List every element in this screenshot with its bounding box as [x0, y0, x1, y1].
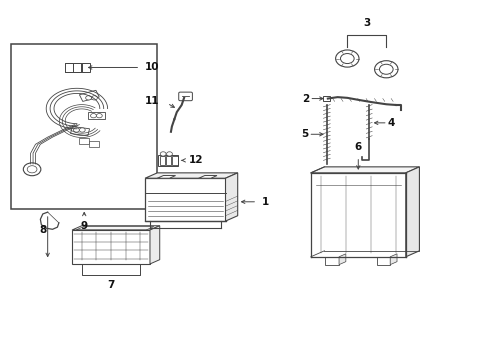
Text: 9: 9 — [81, 221, 88, 231]
Bar — [11, 44, 157, 208]
Bar — [376, 257, 390, 265]
Circle shape — [27, 166, 37, 173]
Bar — [79, 138, 89, 144]
Text: 6: 6 — [355, 142, 362, 152]
Polygon shape — [72, 226, 160, 230]
Circle shape — [24, 163, 41, 176]
Polygon shape — [157, 176, 175, 178]
Bar — [166, 156, 172, 165]
Polygon shape — [311, 167, 419, 173]
Bar — [82, 63, 90, 72]
Bar — [79, 90, 99, 102]
Text: 2: 2 — [302, 94, 309, 104]
Circle shape — [86, 96, 92, 100]
Circle shape — [374, 61, 398, 78]
Circle shape — [91, 113, 97, 118]
Polygon shape — [145, 173, 238, 178]
Text: 10: 10 — [145, 63, 160, 72]
Bar — [71, 126, 90, 136]
Polygon shape — [199, 176, 217, 178]
Bar — [158, 155, 178, 166]
Circle shape — [79, 128, 85, 132]
Polygon shape — [390, 254, 397, 265]
Bar — [325, 257, 339, 265]
Circle shape — [74, 128, 79, 132]
Text: 4: 4 — [388, 118, 395, 128]
Text: 7: 7 — [107, 280, 115, 290]
Polygon shape — [150, 226, 160, 264]
Circle shape — [92, 96, 98, 100]
Circle shape — [379, 64, 393, 74]
Text: 5: 5 — [301, 129, 308, 139]
Polygon shape — [225, 173, 238, 221]
Bar — [89, 141, 99, 147]
Polygon shape — [406, 167, 419, 257]
Bar — [145, 178, 225, 221]
Text: 8: 8 — [40, 225, 47, 235]
Bar — [323, 96, 330, 101]
FancyBboxPatch shape — [179, 92, 193, 101]
Circle shape — [341, 54, 354, 64]
Text: 3: 3 — [363, 18, 370, 28]
Bar — [160, 156, 165, 165]
Text: 1: 1 — [262, 197, 270, 207]
Circle shape — [167, 152, 172, 156]
Polygon shape — [339, 254, 346, 265]
Text: 11: 11 — [145, 96, 160, 107]
Circle shape — [160, 152, 166, 156]
Text: 12: 12 — [189, 156, 203, 165]
Bar — [72, 230, 150, 264]
Circle shape — [97, 113, 102, 118]
Bar — [88, 112, 105, 119]
Bar — [74, 63, 81, 72]
Bar — [172, 156, 178, 165]
Circle shape — [336, 50, 359, 67]
Bar — [65, 63, 73, 72]
